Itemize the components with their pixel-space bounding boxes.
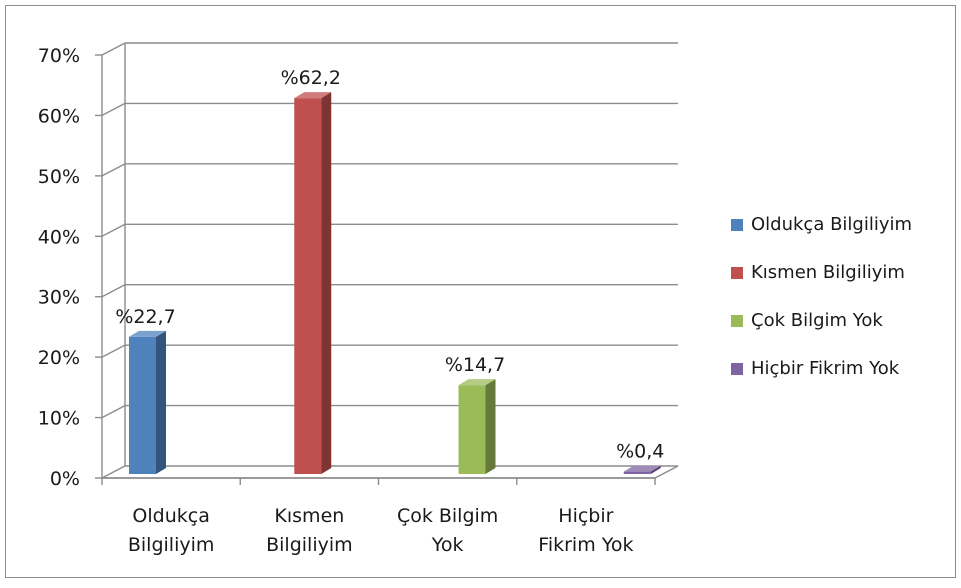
gridline-diagonal (101, 404, 126, 419)
gridlines (101, 42, 679, 479)
legend-item: Kısmen Bilgiliyim (731, 262, 905, 283)
legend-item: Hiçbir Fikrim Yok (731, 358, 900, 379)
gridline-diagonal (101, 284, 126, 298)
gridline-diagonal (101, 42, 126, 56)
data-label: %22,7 (115, 306, 175, 328)
y-tick-label: 0% (50, 468, 80, 490)
bar-front-face (129, 336, 156, 474)
legend-swatch (731, 315, 743, 327)
gridline-diagonal (101, 344, 126, 358)
bar-side-face (650, 465, 661, 474)
data-label: %0,4 (616, 441, 664, 463)
x-tick-label: Çok Bilgim Yok (397, 505, 498, 556)
y-tick-label: 60% (38, 105, 80, 127)
legend-label: Çok Bilgim Yok (751, 310, 883, 331)
legend-item: Oldukça Bilgiliyim (731, 214, 912, 235)
x-tick-label: Kısmen Bilgiliyim (266, 505, 353, 556)
x-tick-label: Oldukça Bilgiliyim (128, 505, 215, 556)
bar-side-face (321, 92, 332, 475)
gridline-diagonal (101, 102, 126, 117)
data-label: %62,2 (281, 67, 341, 89)
bar-top-face (458, 379, 496, 386)
legend: Oldukça Bilgiliyim Kısmen Bilgiliyim Çok B… (731, 214, 912, 379)
bar-top-face (623, 465, 661, 472)
axes (95, 43, 656, 485)
gridline-diagonal (101, 223, 126, 237)
bar-2 (294, 92, 332, 475)
data-label: %14,7 (445, 354, 505, 376)
bars (129, 92, 661, 475)
bar-1 (129, 330, 166, 474)
bar-4 (623, 465, 661, 474)
legend-label: Kısmen Bilgiliyim (751, 262, 905, 283)
y-tick-label: 70% (38, 45, 80, 67)
bar-3 (458, 379, 496, 474)
x-tick-label: Hiçbir Fikrim Yok (538, 505, 633, 556)
legend-swatch (731, 219, 743, 231)
y-tick-label: 10% (38, 408, 80, 430)
legend-label: Oldukça Bilgiliyim (751, 214, 912, 235)
bar-front-face (623, 471, 651, 474)
bar-top-face (294, 92, 332, 99)
bar-front-face (294, 98, 322, 475)
chart-border (5, 5, 956, 578)
legend-swatch (731, 363, 743, 375)
bar-side-face (156, 330, 166, 474)
legend-swatch (731, 267, 743, 279)
legend-label: Hiçbir Fikrim Yok (751, 358, 900, 379)
bar-top-face (129, 330, 166, 337)
floor-plane (101, 465, 679, 479)
y-tick-label: 40% (38, 226, 80, 248)
legend-item: Çok Bilgim Yok (731, 310, 883, 331)
gridline-diagonal (101, 163, 126, 177)
y-tick-label: 30% (38, 287, 80, 309)
y-tick-label: 20% (38, 347, 80, 369)
labels: 0% 10% 20% 30% 40% 50% 60% 70% %22,7 %62,2 %14,7 %0… (38, 45, 665, 556)
y-tick-label: 50% (38, 166, 80, 188)
bar-side-face (485, 379, 496, 474)
bar-front-face (458, 385, 486, 474)
